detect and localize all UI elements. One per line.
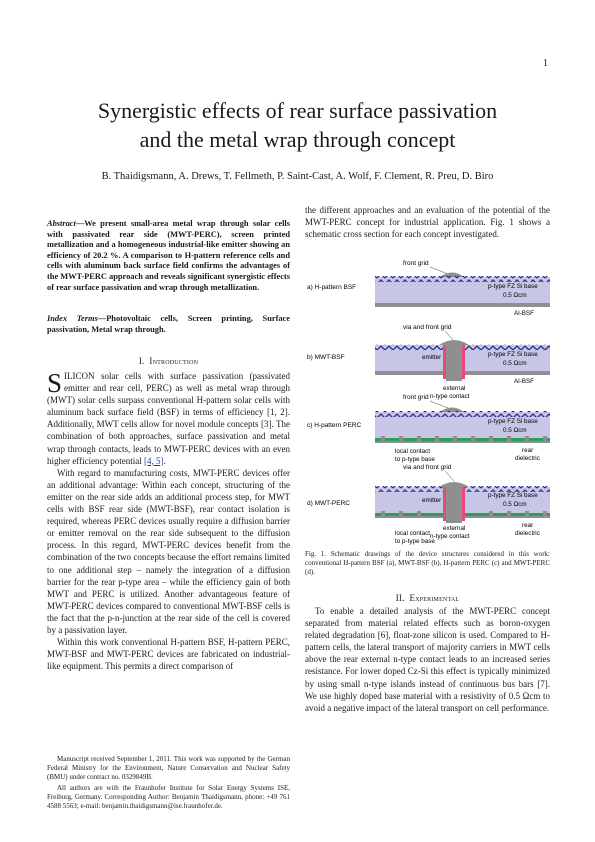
paper-title: Synergistic effects of rear surface pass… [40,96,555,154]
local-contact-label: local contact [395,530,430,537]
footnotes: Manuscript received September 1, 2011. T… [47,755,290,813]
abstract: Abstract—We present small-area metal wra… [47,219,290,293]
intro-p1-end: . [163,455,166,466]
front-grid-label: front grid [403,260,429,267]
panel-a: a) H-pattern BSF front grid p-type FZ Si… [307,260,550,317]
intro-paragraph-1: S ILICON solar cells with surface passiva… [47,370,290,467]
to-base-label: to p-type base [395,538,435,545]
panel-d: d) MWT-PERC via and front grid emitter p… [307,464,550,545]
abstract-label: Abstract [47,219,76,228]
section-heading-introduction: I. Introduction [47,355,290,367]
reference-link[interactable]: [4, 5] [144,455,164,466]
external-label: external [443,385,465,392]
page-number: 1 [543,58,548,69]
experimental-body: To enable a detailed analysis of the MWT… [305,605,550,714]
al-bsf-label: Al-BSF [514,310,534,317]
title-line-2: and the metal wrap through concept [139,127,456,152]
base-label: p-type FZ Si base [488,351,538,358]
resistivity-label: 0.5 Ωcm [503,427,527,434]
intro-paragraph-3: Within this work conventional H-pattern … [47,637,290,672]
base-label: p-type FZ Si base [488,492,538,499]
intro-p1-text: ILICON solar cells with surface passivat… [47,371,290,466]
ntype-contact-label: n-type contact [430,533,470,540]
resistivity-label: 0.5 Ωcm [503,360,527,367]
intro-continuation: the different approaches and an evaluati… [305,205,550,240]
resistivity-label: 0.5 Ωcm [503,501,527,508]
emitter-label: emitter [422,497,441,504]
section-heading-experimental: II. Experimental [305,592,550,604]
rear-label: rear [522,522,533,529]
dielectric-label: dielectric [515,455,540,462]
authors: B. Thaidigsmann, A. Drews, T. Fellmeth, … [101,171,494,182]
figure-1: a) H-pattern BSF front grid p-type FZ Si… [307,260,550,545]
resistivity-label: 0.5 Ωcm [503,292,527,299]
panel-d-label: d) MWT-PERC [307,500,350,507]
index-terms: Index Terms—Photovoltaic cells, Screen p… [47,314,290,335]
local-contact-label: local contact [395,448,430,455]
via-front-grid-label: via and front grid [403,324,452,331]
ntype-contact-label: n-type contact [430,393,470,400]
experimental-paragraph-1: To enable a detailed analysis of the MWT… [305,606,550,713]
title-line-1: Synergistic effects of rear surface pass… [97,98,498,123]
base-label: p-type FZ Si base [488,418,538,425]
panel-a-label: a) H-pattern BSF [307,284,356,291]
abstract-text: —We present small-area metal wrap throug… [47,219,290,292]
drop-cap: S [47,368,63,398]
panel-c-label: c) H-pattern PERC [307,422,361,429]
to-base-label: to p-type base [395,456,435,463]
front-grid-label: front grid [403,394,429,401]
section-title: Introduction [149,356,199,366]
figure-caption: Fig. 1. Schematic drawings of the device… [305,550,550,576]
base-label: p-type FZ Si base [488,283,538,290]
index-terms-text: —Photovoltaic cells, Screen printing, Su… [47,314,290,334]
footnote-affiliation: All authors are with the Fraunhofer Inst… [47,784,290,810]
introduction-body: S ILICON solar cells with surface passiva… [47,370,290,672]
footnote-manuscript: Manuscript received September 1, 2011. T… [47,755,290,781]
section-title: Experimental [409,593,460,603]
section-number: I. [138,356,145,366]
index-terms-label: Index Terms [47,314,98,323]
dielectric-label: dielectric [515,530,540,537]
panel-b: b) MWT-BSF via and front grid emitter p-… [307,324,550,400]
intro-paragraph-2: With regard to manufacturing costs, MWT-… [47,467,290,635]
external-label: external [443,525,465,532]
via-front-grid-label: via and front grid [403,464,452,471]
al-bsf-label: Al-BSF [514,378,534,385]
rear-label: rear [522,447,533,454]
section-number: II. [395,593,405,603]
emitter-label: emitter [422,354,441,361]
panel-c: c) H-pattern PERC front grid p-type FZ S… [307,394,550,463]
panel-b-label: b) MWT-BSF [307,354,345,361]
